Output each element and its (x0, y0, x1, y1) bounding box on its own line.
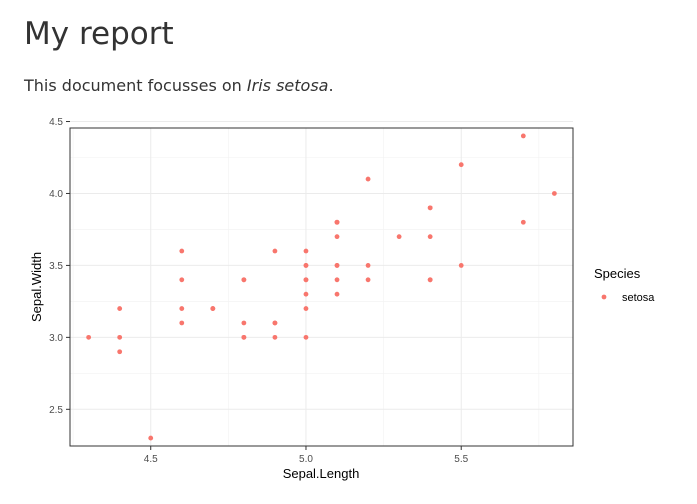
data-point-setosa (334, 219, 340, 225)
scatter-chart: 4.5 5.0 5.5 2.5 3.0 3.5 4.0 4.5 Sepal.Length S… (29, 117, 655, 481)
plot-background (70, 128, 573, 446)
y-axis-ticks: 2.5 3.0 3.5 4.0 4.5 (49, 117, 70, 416)
minor-grid (70, 128, 573, 446)
data-point-setosa (334, 234, 340, 240)
x-tick-label: 4.5 (144, 454, 158, 465)
y-tick-label: 3.0 (49, 333, 63, 344)
data-point-setosa (117, 306, 123, 311)
major-grid (70, 121, 573, 446)
data-point-setosa (303, 248, 309, 254)
y-tick-label: 2.5 (49, 405, 63, 416)
data-point-setosa (458, 263, 464, 268)
data-point-setosa (117, 349, 123, 355)
data-point-setosa (334, 263, 340, 268)
x-axis-label: Sepal.Length (283, 466, 360, 481)
data-point-setosa (303, 306, 309, 311)
data-point-setosa (241, 277, 247, 283)
data-point-setosa (427, 205, 433, 211)
plot-border (69, 127, 574, 447)
data-point-setosa (148, 435, 154, 441)
data-point-setosa (520, 133, 526, 139)
intro-paragraph: This document focusses on Iris setosa. (24, 76, 334, 95)
chart-container: 4.5 5.0 5.5 2.5 3.0 3.5 4.0 4.5 Sepal.Length S… (0, 110, 697, 504)
data-point-setosa (365, 277, 371, 283)
legend-title: Species (594, 266, 641, 281)
data-point-setosa (365, 176, 371, 182)
data-point-setosa (303, 263, 309, 268)
data-point-setosa (334, 277, 340, 283)
data-point-setosa (334, 291, 340, 297)
data-point-setosa (365, 263, 371, 268)
y-tick-label: 4.0 (49, 189, 63, 200)
y-axis-label: Sepal.Width (29, 252, 44, 322)
legend-key-setosa (601, 294, 607, 300)
species-name: Iris setosa (246, 76, 329, 95)
data-point-setosa (551, 191, 557, 196)
intro-suffix: . (328, 76, 334, 95)
legend-label-setosa: setosa (622, 292, 655, 304)
x-tick-label: 5.5 (454, 454, 468, 465)
data-point-setosa (179, 248, 185, 254)
intro-text: This document focusses on (24, 76, 247, 95)
y-tick-label: 4.5 (49, 117, 63, 128)
data-point-setosa (272, 334, 278, 340)
data-point-setosa (427, 234, 433, 240)
data-point-setosa (179, 306, 185, 311)
data-point-setosa (272, 320, 278, 326)
data-point-setosa (210, 306, 216, 311)
x-tick-label: 5.0 (299, 454, 313, 465)
data-point-setosa (396, 234, 402, 240)
report-title: My report (24, 16, 174, 52)
data-point-setosa (458, 162, 464, 168)
data-point-setosa (520, 219, 526, 225)
data-point-setosa (272, 248, 278, 254)
data-point-setosa (303, 277, 309, 283)
data-point-setosa (179, 277, 185, 283)
data-point-setosa (117, 334, 123, 340)
data-point-setosa (303, 334, 309, 340)
x-axis-ticks: 4.5 5.0 5.5 (144, 446, 469, 465)
data-points (86, 133, 557, 441)
data-point-setosa (241, 320, 247, 326)
data-point-setosa (241, 334, 247, 340)
y-tick-label: 3.5 (49, 261, 63, 272)
data-point-setosa (303, 291, 309, 297)
data-point-setosa (427, 277, 433, 283)
data-point-setosa (86, 334, 92, 340)
data-point-setosa (179, 320, 185, 326)
